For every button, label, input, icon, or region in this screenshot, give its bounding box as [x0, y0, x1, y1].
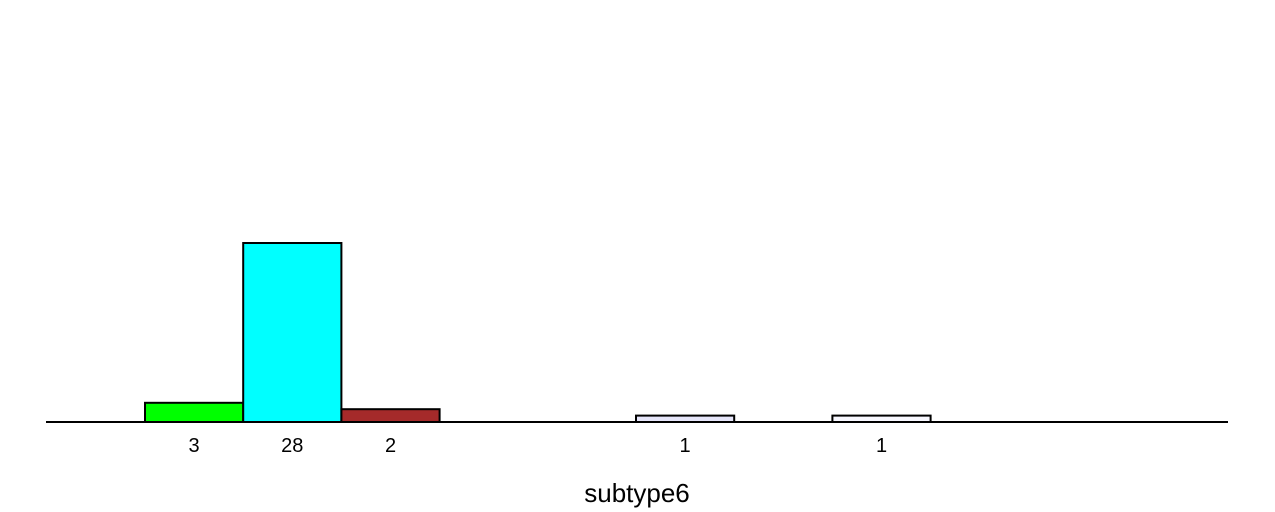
- x-axis-label: subtype6: [584, 478, 690, 508]
- value-label-6: 1: [680, 435, 691, 457]
- value-label-8: 1: [876, 435, 887, 457]
- value-label-3: 2: [385, 435, 396, 457]
- bar-3: [340, 408, 441, 424]
- bars-group: [144, 242, 932, 424]
- value-labels-group: 3 28 2 1 1: [189, 435, 888, 457]
- value-label-1: 3: [189, 435, 200, 457]
- bar-2: [242, 242, 343, 423]
- value-label-2: 28: [281, 435, 303, 457]
- bar-1: [144, 401, 245, 423]
